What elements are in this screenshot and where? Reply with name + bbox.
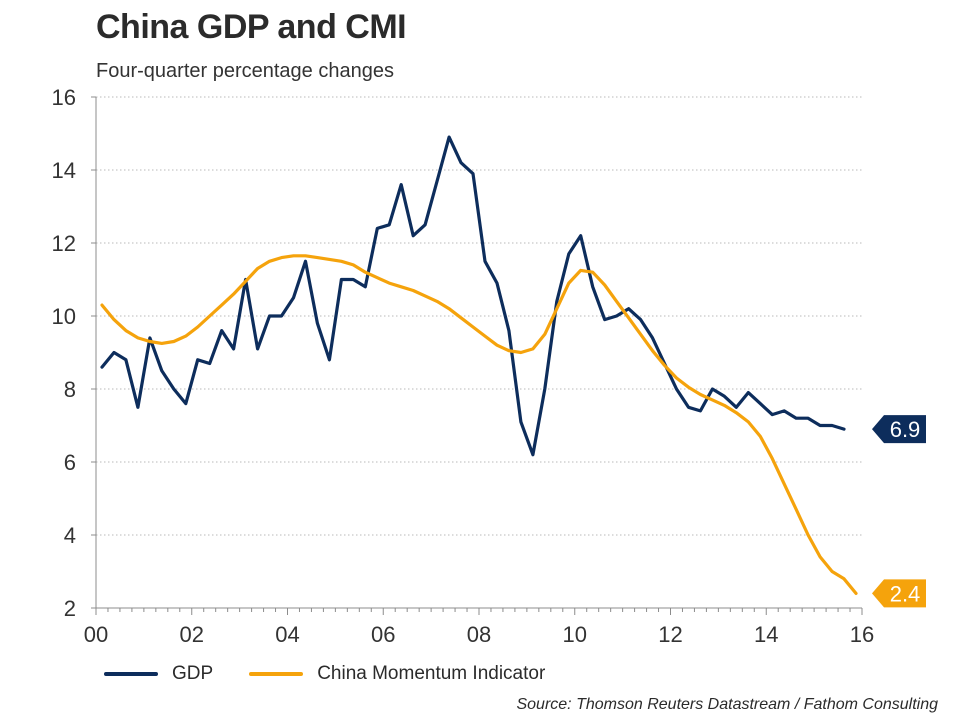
x-tick-label: 14 xyxy=(754,622,778,647)
end-label-flag xyxy=(872,579,926,608)
y-tick-label: 8 xyxy=(64,377,76,402)
chart-subtitle: Four-quarter percentage changes xyxy=(96,60,394,82)
x-tick-label: 08 xyxy=(467,622,491,647)
x-tick-label: 12 xyxy=(658,622,682,647)
series-gdp-line xyxy=(100,135,846,457)
x-tick-label: 10 xyxy=(563,622,587,647)
x-tick-label: 04 xyxy=(275,622,299,647)
y-tick-label: 4 xyxy=(64,523,76,548)
end-label-value: 6.9 xyxy=(890,417,921,442)
legend-swatch-cmi xyxy=(249,672,304,676)
x-tick-label: 16 xyxy=(850,622,874,647)
end-label-gdp-line: 6.9 xyxy=(872,415,926,444)
end-label-value: 2.4 xyxy=(890,581,921,606)
end-label-flag xyxy=(872,415,926,444)
legend-label-gdp: GDP xyxy=(172,663,214,684)
y-tick-label: 14 xyxy=(52,158,76,183)
legend-item-cmi: China Momentum Indicator xyxy=(249,663,545,685)
y-tick-label: 2 xyxy=(64,596,76,621)
chart-title: China GDP and CMI xyxy=(96,8,407,46)
x-tick-label: 02 xyxy=(180,622,204,647)
y-tick-label: 12 xyxy=(52,231,76,256)
legend-label-cmi: China Momentum Indicator xyxy=(317,663,546,684)
end-label-cmi-line: 2.4 xyxy=(872,579,926,608)
legend: GDP China Momentum Indicator xyxy=(104,663,581,685)
series-cmi-line xyxy=(100,254,858,595)
y-tick-label: 10 xyxy=(52,304,76,329)
legend-swatch-gdp xyxy=(104,672,158,676)
source-note: Source: Thomson Reuters Datastream / Fat… xyxy=(516,696,938,713)
legend-item-gdp: GDP xyxy=(104,663,213,685)
y-tick-label: 6 xyxy=(64,450,76,475)
x-tick-label: 00 xyxy=(84,622,108,647)
x-tick-label: 06 xyxy=(371,622,395,647)
y-tick-label: 16 xyxy=(52,85,76,110)
